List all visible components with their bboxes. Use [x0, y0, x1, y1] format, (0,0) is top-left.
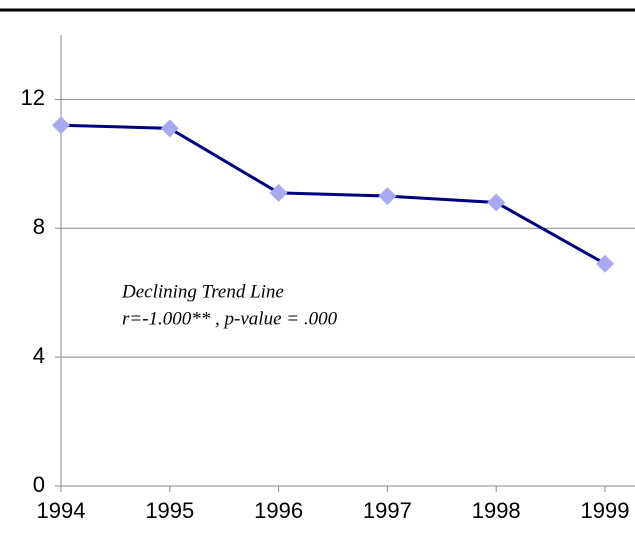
y-tick-label: 0	[33, 472, 45, 497]
x-tick-label: 1998	[472, 498, 521, 523]
x-tick-label: 1997	[363, 498, 412, 523]
annotation: Declining Trend Line	[121, 281, 284, 302]
x-tick-label: 1994	[37, 498, 86, 523]
marker	[269, 183, 288, 202]
annotation: r=-1.000** , p-value = .000	[122, 308, 338, 329]
marker	[160, 119, 179, 138]
y-tick-label: 8	[33, 214, 45, 239]
x-tick-label: 1999	[581, 498, 630, 523]
marker	[487, 193, 506, 212]
marker	[52, 116, 70, 135]
x-tick-label: 1995	[145, 498, 194, 523]
y-tick-label: 4	[33, 343, 45, 368]
y-tick-label: 12	[21, 85, 45, 110]
marker	[596, 254, 614, 273]
line	[60, 123, 606, 266]
marker	[378, 187, 397, 206]
x-tick-label: 1996	[254, 498, 303, 523]
